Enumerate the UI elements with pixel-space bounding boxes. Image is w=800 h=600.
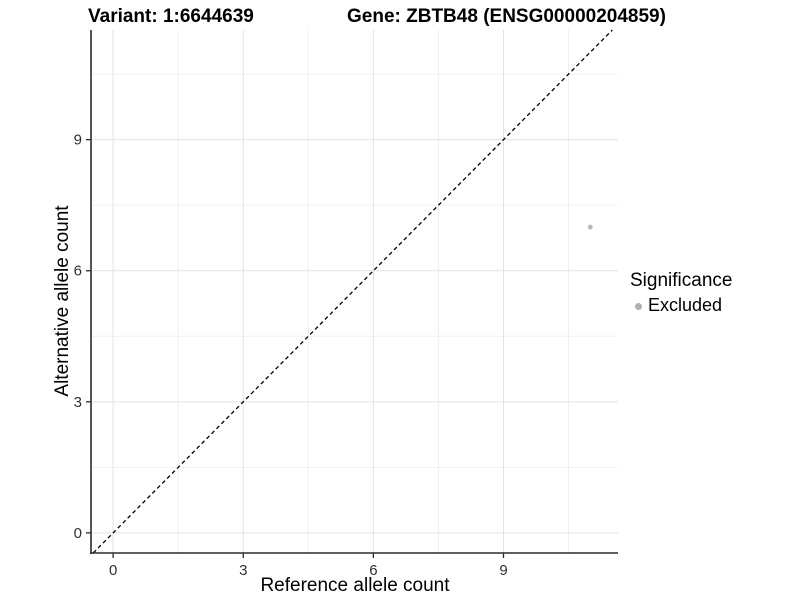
x-tick-label: 6 xyxy=(369,562,377,579)
data-point xyxy=(587,224,593,230)
identity-line xyxy=(92,29,613,554)
legend-key-dot-icon xyxy=(635,302,642,310)
legend-item-excluded: Excluded xyxy=(630,295,732,317)
legend: Significance Excluded xyxy=(630,270,732,316)
y-axis-title: Alternative allele count xyxy=(52,205,73,397)
plot-title-gene: Gene: ZBTB48 (ENSG00000204859) xyxy=(347,6,666,27)
x-tick-label: 0 xyxy=(109,562,117,579)
y-tick-label: 6 xyxy=(74,263,82,280)
y-tick-label: 9 xyxy=(74,132,82,149)
x-tick-label: 9 xyxy=(499,562,507,579)
y-tick-label: 3 xyxy=(74,394,82,411)
plot-title-variant: Variant: 1:6644639 xyxy=(88,6,254,27)
x-tick-label: 3 xyxy=(239,562,247,579)
x-axis-title: Reference allele count xyxy=(260,575,450,596)
legend-title: Significance xyxy=(630,270,733,291)
legend-item-label: Excluded xyxy=(648,294,723,315)
y-tick-label: 0 xyxy=(74,525,82,542)
